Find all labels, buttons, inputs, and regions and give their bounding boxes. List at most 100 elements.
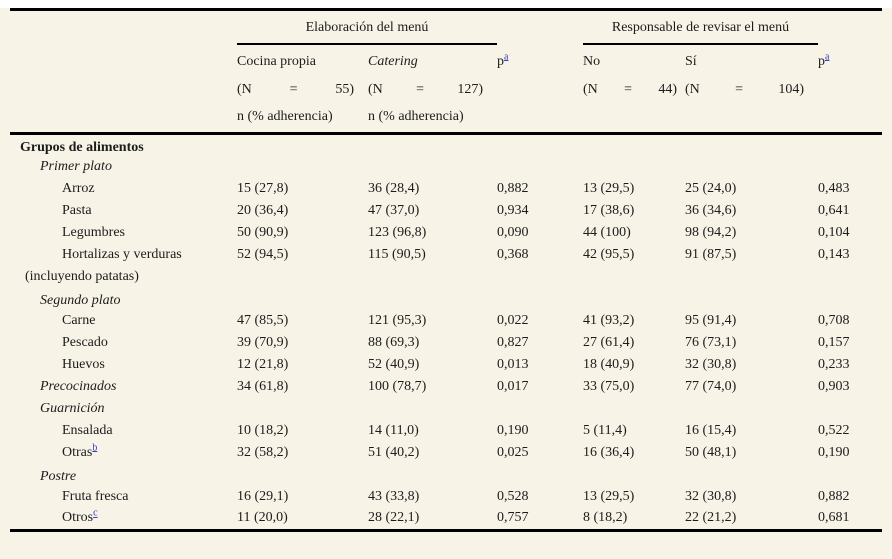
cell-value: 32 (30,8) — [685, 489, 737, 504]
cell-value: 34 (61,8) — [237, 379, 289, 394]
col-header-p-elaboracion: pa — [497, 44, 583, 75]
cell-value: 51 (40,2) — [368, 445, 420, 460]
row-label: Fruta fresca — [10, 486, 237, 508]
cell-value: 13 (29,5) — [583, 181, 635, 196]
row-label-text: Pasta — [62, 203, 92, 218]
cell-value: 0,934 — [497, 203, 529, 218]
table-row: Precocinados 34 (61,8) 100 (78,7) 0,017 33 (… — [10, 376, 882, 398]
table-body: Grupos de alimentos Primer plato Arroz 15 (… — [10, 134, 882, 531]
cell-value — [497, 134, 583, 157]
cell-value: 47 (85,5) — [237, 313, 289, 328]
cell-value: 115 (90,5) — [368, 247, 426, 262]
row-label: Precocinados — [10, 376, 237, 398]
n-count-no: (N = 44) — [583, 75, 685, 105]
spacer-cell — [10, 44, 237, 75]
cell-value — [818, 156, 882, 178]
cell-value — [583, 398, 685, 420]
group-header-responsable: Responsable de revisar el menú — [583, 9, 818, 45]
cell-value: 95 (91,4) — [685, 313, 737, 328]
row-label-text: Primer plato — [40, 159, 112, 174]
table-row: Postre — [10, 464, 882, 486]
spacer-cell — [583, 105, 685, 134]
cell-value: 39 (70,9) — [237, 335, 289, 350]
group-header-row: Elaboración del menú Responsable de revi… — [10, 9, 882, 45]
cell-value — [497, 156, 583, 178]
cell-value — [237, 266, 368, 288]
column-header-row: Cocina propia Catering pa No Sí pa — [10, 44, 882, 75]
cell-value: 10 (18,2) — [237, 423, 289, 438]
cell-value — [368, 266, 497, 288]
row-label-text: Carne — [62, 313, 96, 328]
row-label-text: Arroz — [62, 181, 95, 196]
row-label-text: Grupos de alimentos — [20, 140, 144, 155]
p-label: p — [497, 53, 504, 69]
cell-value: 0,757 — [497, 510, 529, 526]
n-count: (N = 104) — [685, 81, 804, 97]
cell-value: 77 (74,0) — [685, 379, 737, 394]
row-label-text: Otras — [62, 445, 93, 460]
cell-value: 52 (94,5) — [237, 247, 289, 262]
cell-value: 15 (27,8) — [237, 181, 289, 196]
footnote-link-b[interactable]: b — [92, 442, 98, 454]
table-row: (incluyendo patatas) — [10, 266, 882, 288]
cell-value — [583, 464, 685, 486]
spacer-cell — [818, 10, 882, 44]
row-label-text: Hortalizas y verduras — [62, 247, 182, 262]
cell-value — [368, 288, 497, 310]
table-row: Pasta 20 (36,4) 47 (37,0) 0,934 17 (38,6) 36 … — [10, 200, 882, 222]
table-row: Carne 47 (85,5) 121 (95,3) 0,022 41 (93,2) 95… — [10, 310, 882, 332]
row-label-text: (incluyendo patatas) — [25, 269, 139, 284]
n-count-cocina-propia: (N = 55) — [237, 75, 368, 105]
row-label-text: Guarnición — [40, 401, 105, 416]
cell-value: 0,522 — [818, 423, 850, 438]
table-row: Primer plato — [10, 156, 882, 178]
cell-value: 100 (78,7) — [368, 379, 427, 394]
sample-size-row: (N = 55) (N = 127) (N = 44) (N = 104) — [10, 75, 882, 105]
row-label-text: Otros — [62, 510, 94, 526]
cell-value: 88 (69,3) — [368, 335, 420, 350]
footnote-link-a[interactable]: a — [504, 50, 509, 62]
group-header-label: Elaboración del menú — [305, 19, 429, 35]
row-label-text: Pescado — [62, 335, 108, 350]
table-row: Legumbres 50 (90,9) 123 (96,8) 0,090 44 (100… — [10, 222, 882, 244]
table-row: Pescado 39 (70,9) 88 (69,3) 0,827 27 (61,4) 7… — [10, 332, 882, 354]
row-label: Hortalizas y verduras — [10, 244, 237, 266]
cell-value: 0,827 — [497, 335, 529, 350]
cell-value — [818, 134, 882, 157]
cell-value: 36 (34,6) — [685, 203, 737, 218]
n-count: (N = 55) — [237, 81, 354, 97]
cell-value — [497, 288, 583, 310]
row-label: Pescado — [10, 332, 237, 354]
cell-value: 121 (95,3) — [368, 313, 427, 328]
spacer-cell — [10, 10, 237, 44]
spacer-cell — [818, 105, 882, 134]
p-label: p — [818, 53, 825, 69]
sub-header-cocina-propia: n (% adherencia) — [237, 109, 333, 124]
cell-value — [685, 398, 818, 420]
cell-value: 42 (95,5) — [583, 247, 635, 262]
cell-value: 0,528 — [497, 489, 529, 504]
cell-value — [685, 156, 818, 178]
cell-value: 47 (37,0) — [368, 203, 420, 218]
cell-value: 17 (38,6) — [583, 203, 635, 218]
cell-value — [368, 134, 497, 157]
cell-value: 0,233 — [818, 357, 850, 372]
cell-value: 22 (21,2) — [685, 510, 737, 526]
footnote-link-a[interactable]: a — [825, 50, 830, 62]
cell-value: 20 (36,4) — [237, 203, 289, 218]
spacer-cell — [497, 75, 583, 105]
row-label: Postre — [10, 464, 237, 486]
cell-value: 123 (96,8) — [368, 225, 427, 240]
cell-value: 0,157 — [818, 335, 850, 350]
cell-value: 91 (87,5) — [685, 247, 737, 262]
row-label-text: Fruta fresca — [62, 489, 129, 504]
cell-value — [685, 134, 818, 157]
cell-value: 25 (24,0) — [685, 181, 737, 196]
cell-value: 12 (21,8) — [237, 357, 289, 372]
n-count: (N = 44) — [583, 81, 677, 97]
cell-value: 8 (18,2) — [583, 510, 628, 526]
footnote-link-c[interactable]: c — [93, 507, 98, 519]
cell-value — [818, 266, 882, 288]
cell-value: 76 (73,1) — [685, 335, 737, 350]
cell-value — [237, 464, 368, 486]
